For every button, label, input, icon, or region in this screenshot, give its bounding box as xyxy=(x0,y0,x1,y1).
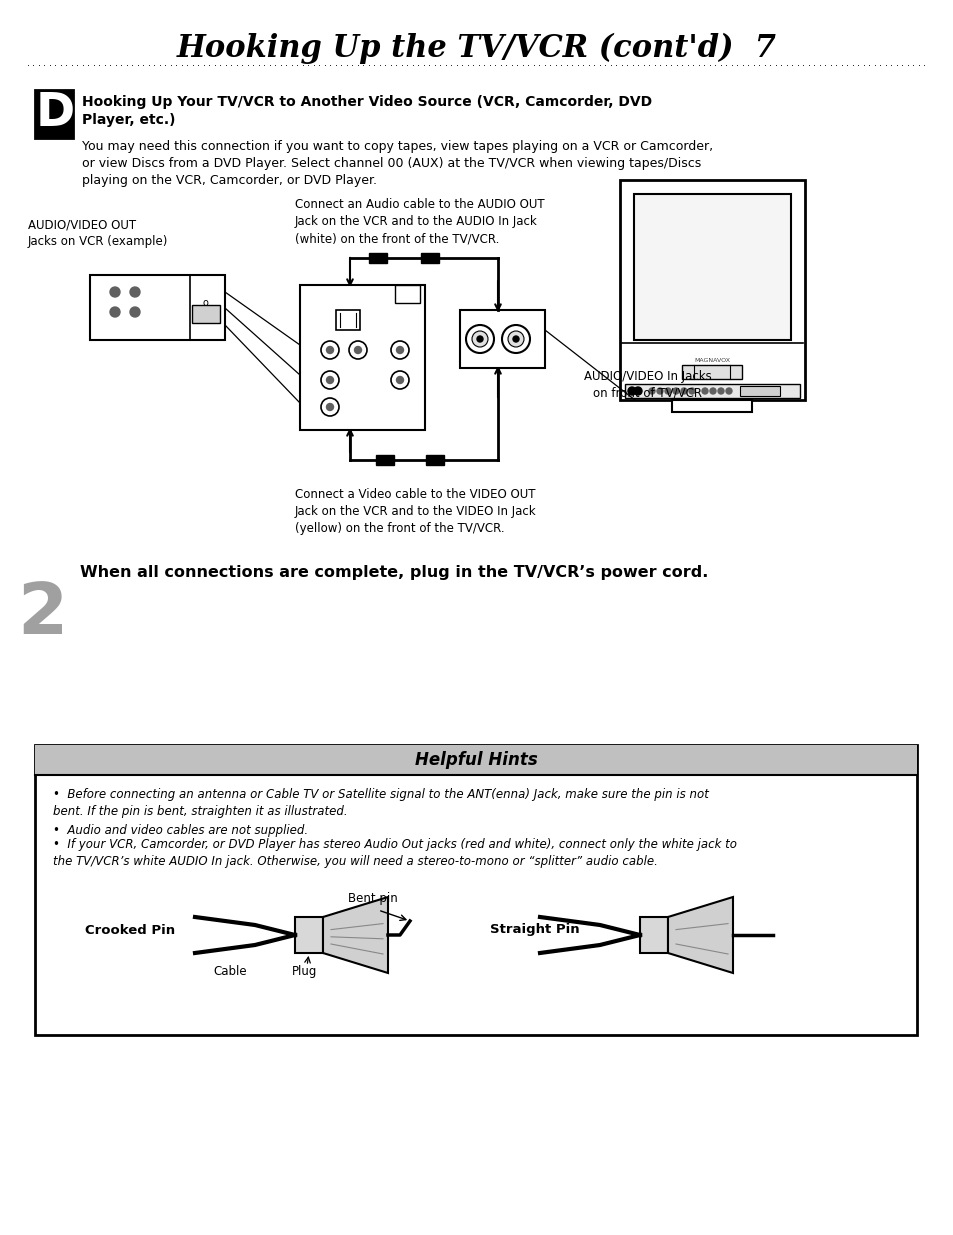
Text: Helpful Hints: Helpful Hints xyxy=(415,751,537,769)
Text: •  Audio and video cables are not supplied.: • Audio and video cables are not supplie… xyxy=(53,824,308,837)
Text: •  If your VCR, Camcorder, or DVD Player has stereo Audio Out jacks (red and whi: • If your VCR, Camcorder, or DVD Player … xyxy=(53,839,737,868)
Text: MAGNAVOX: MAGNAVOX xyxy=(693,357,729,363)
Circle shape xyxy=(396,377,403,384)
Bar xyxy=(395,285,419,303)
Text: •  Before connecting an antenna or Cable TV or Satellite signal to the ANT(enna): • Before connecting an antenna or Cable … xyxy=(53,788,708,818)
Circle shape xyxy=(657,388,662,394)
Polygon shape xyxy=(667,897,732,973)
Text: Hooking Up Your TV/VCR to Another Video Source (VCR, Camcorder, DVD
Player, etc.: Hooking Up Your TV/VCR to Another Video … xyxy=(82,95,652,127)
Bar xyxy=(294,918,323,953)
Text: o: o xyxy=(202,298,208,308)
Bar xyxy=(624,384,800,398)
Bar xyxy=(681,366,741,379)
Circle shape xyxy=(507,331,523,347)
Text: 2: 2 xyxy=(17,580,67,650)
Bar xyxy=(671,400,751,412)
Circle shape xyxy=(476,336,482,342)
Circle shape xyxy=(680,388,686,394)
Circle shape xyxy=(664,388,670,394)
Bar xyxy=(375,454,394,466)
Circle shape xyxy=(130,308,140,317)
Bar xyxy=(369,253,387,263)
Bar xyxy=(35,745,916,1035)
Circle shape xyxy=(701,388,707,394)
Circle shape xyxy=(326,347,334,353)
Circle shape xyxy=(320,370,338,389)
Circle shape xyxy=(648,388,655,394)
Bar xyxy=(299,285,424,430)
Text: Bent pin: Bent pin xyxy=(348,892,397,905)
Circle shape xyxy=(326,404,334,410)
Text: Straight Pin: Straight Pin xyxy=(490,924,579,936)
Text: Connect an Audio cable to the AUDIO OUT
Jack on the VCR and to the AUDIO In Jack: Connect an Audio cable to the AUDIO OUT … xyxy=(294,198,544,245)
Circle shape xyxy=(391,370,409,389)
Text: You may need this connection if you want to copy tapes, view tapes playing on a : You may need this connection if you want… xyxy=(82,140,713,186)
Circle shape xyxy=(672,388,679,394)
Text: Crooked Pin: Crooked Pin xyxy=(85,924,175,936)
Circle shape xyxy=(627,387,636,395)
Bar xyxy=(90,275,225,340)
Circle shape xyxy=(688,388,695,394)
Circle shape xyxy=(320,398,338,416)
Text: When all connections are complete, plug in the TV/VCR’s power cord.: When all connections are complete, plug … xyxy=(80,564,708,579)
Circle shape xyxy=(326,377,334,384)
Circle shape xyxy=(349,341,367,359)
Text: AUDIO/VIDEO In Jacks
on front of TV/VCR: AUDIO/VIDEO In Jacks on front of TV/VCR xyxy=(583,370,711,400)
Circle shape xyxy=(465,325,494,353)
Bar xyxy=(335,310,359,330)
Circle shape xyxy=(634,387,641,395)
Circle shape xyxy=(391,341,409,359)
Text: D: D xyxy=(35,90,74,136)
Bar xyxy=(426,454,443,466)
Bar xyxy=(619,180,804,400)
Polygon shape xyxy=(323,897,388,973)
Circle shape xyxy=(396,347,403,353)
Circle shape xyxy=(472,331,488,347)
Circle shape xyxy=(718,388,723,394)
Bar xyxy=(740,387,780,396)
Bar xyxy=(35,745,916,776)
Circle shape xyxy=(320,341,338,359)
Circle shape xyxy=(110,287,120,296)
Circle shape xyxy=(110,308,120,317)
Bar xyxy=(459,310,544,368)
Circle shape xyxy=(709,388,716,394)
Bar xyxy=(420,253,438,263)
Text: Hooking Up the TV/VCR (cont'd)  7: Hooking Up the TV/VCR (cont'd) 7 xyxy=(177,32,776,64)
Bar xyxy=(35,90,73,138)
Circle shape xyxy=(501,325,530,353)
Text: Connect a Video cable to the VIDEO OUT
Jack on the VCR and to the VIDEO In Jack
: Connect a Video cable to the VIDEO OUT J… xyxy=(294,488,536,535)
Text: Plug: Plug xyxy=(292,965,317,978)
Text: Cable: Cable xyxy=(213,965,247,978)
Circle shape xyxy=(355,347,361,353)
Text: AUDIO/VIDEO OUT
Jacks on VCR (example): AUDIO/VIDEO OUT Jacks on VCR (example) xyxy=(28,219,168,248)
Bar xyxy=(639,918,667,953)
Circle shape xyxy=(513,336,518,342)
Circle shape xyxy=(130,287,140,296)
Bar xyxy=(192,305,220,324)
Circle shape xyxy=(725,388,731,394)
Bar xyxy=(634,194,790,340)
